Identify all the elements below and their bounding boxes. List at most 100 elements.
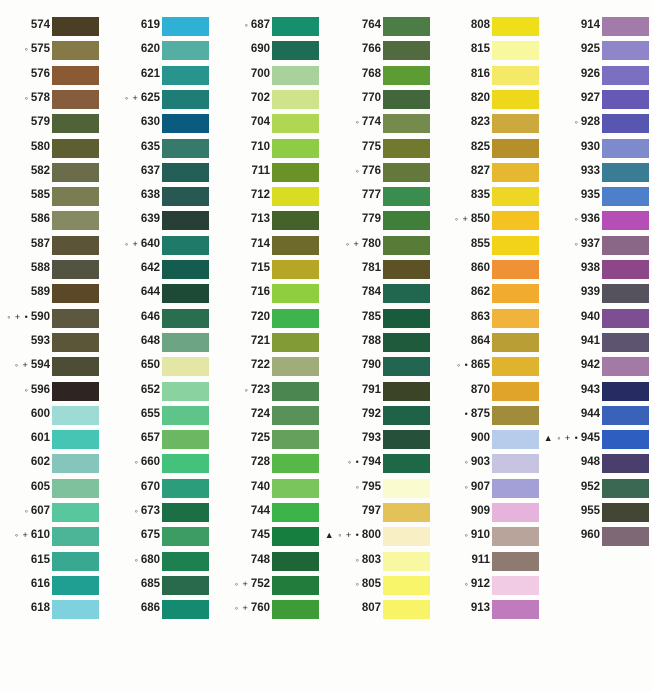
color-entry-928: ◦ 928 (552, 114, 652, 134)
availability-markers: ◦ + • (7, 311, 29, 322)
color-label: 939 (579, 286, 600, 298)
color-code: 770 (361, 91, 381, 104)
color-entry-578: ◦ 578 (2, 89, 112, 109)
availability-markers: ◦ (134, 506, 139, 516)
color-code: 900 (470, 432, 490, 445)
color-label: ◦ 936 (575, 213, 600, 225)
color-code: 680 (140, 553, 160, 566)
availability-markers: ◦ (355, 165, 360, 176)
color-code: 720 (250, 310, 270, 323)
color-swatch (272, 308, 319, 328)
color-label: 670 (139, 481, 160, 493)
color-label: 935 (579, 189, 600, 201)
color-swatch (383, 162, 430, 182)
color-code: 686 (140, 602, 160, 615)
color-label: 925 (579, 43, 600, 55)
color-code: 944 (580, 407, 600, 420)
color-swatch (162, 41, 209, 61)
color-label: ◦ 910 (465, 529, 490, 541)
color-entry-805: ◦ 805 (333, 575, 443, 595)
color-label: 580 (29, 141, 50, 153)
color-swatch (162, 575, 209, 595)
color-code: 593 (30, 334, 50, 347)
color-entry-637: 637 (112, 162, 222, 182)
color-swatch (492, 17, 539, 36)
color-code: 646 (140, 310, 160, 323)
color-entry-875: • 875 (442, 405, 552, 425)
color-label: 574 (29, 19, 50, 31)
color-code: 795 (361, 480, 381, 493)
color-label: ◦ • 794 (348, 456, 381, 468)
color-code: 644 (140, 286, 160, 299)
color-entry-823: 823 (442, 114, 552, 134)
color-entry-933: 933 (552, 162, 652, 182)
color-swatch (492, 65, 539, 85)
color-label: ◦ 805 (356, 578, 381, 590)
color-code: 589 (30, 286, 50, 299)
color-swatch (272, 284, 319, 304)
color-label: 711 (249, 165, 270, 177)
color-code: 912 (470, 577, 490, 590)
color-entry-952: 952 (552, 478, 652, 498)
color-code: 805 (361, 577, 381, 590)
color-swatch (492, 551, 539, 571)
color-label: ◦ 607 (25, 505, 50, 517)
availability-markers: ◦ (355, 117, 360, 128)
color-code: 940 (580, 310, 600, 323)
color-entry-955: 955 (552, 503, 652, 522)
color-code: 942 (580, 359, 600, 372)
color-entry-781: 781 (333, 260, 443, 279)
color-swatch (492, 187, 539, 207)
color-label: 715 (249, 262, 270, 274)
color-entry-574: 574 (2, 17, 112, 36)
color-entry-686: 686 (112, 600, 222, 620)
color-entry-930: 930 (552, 138, 652, 158)
color-swatch (52, 332, 99, 352)
color-entry-652: 652 (112, 381, 222, 401)
color-label: ◦ + • 590 (7, 311, 50, 323)
color-code: 586 (30, 213, 50, 226)
availability-markers: ◦ (24, 506, 29, 516)
color-label: 911 (469, 554, 490, 566)
availability-markers: ◦ + (14, 360, 29, 371)
color-code: 716 (250, 286, 270, 299)
color-label: 855 (469, 238, 490, 250)
color-code: 687 (250, 19, 270, 31)
availability-markers: ◦ + (14, 530, 29, 541)
availability-markers: ◦ (244, 384, 249, 395)
color-entry-942: 942 (552, 357, 652, 377)
color-label: ◦ +625 (125, 92, 160, 104)
availability-markers: ▲ ◦ + • (324, 530, 360, 541)
color-swatch (602, 89, 649, 109)
color-code: 745 (250, 529, 270, 542)
color-code: 594 (30, 359, 50, 372)
color-swatch (162, 211, 209, 231)
color-swatch (492, 454, 539, 474)
color-code: 601 (30, 432, 50, 445)
color-code: 807 (361, 602, 381, 615)
color-swatch (492, 357, 539, 377)
color-label: 722 (249, 359, 270, 371)
color-code: 875 (470, 407, 490, 420)
color-code: 766 (361, 43, 381, 56)
color-swatch (383, 308, 430, 328)
color-entry-808: 808 (442, 17, 552, 36)
color-code: 574 (30, 19, 50, 31)
color-entry-850: ◦ +850 (442, 211, 552, 231)
color-swatch (492, 162, 539, 182)
color-entry-935: 935 (552, 187, 652, 207)
color-swatch (272, 187, 319, 207)
color-entry-903: ◦ 903 (442, 454, 552, 474)
color-swatch (52, 308, 99, 328)
color-code: 725 (250, 432, 270, 445)
color-swatch (272, 600, 319, 620)
color-entry-937: ◦ 937 (552, 235, 652, 255)
color-entry-797: 797 (333, 503, 443, 522)
color-swatch (602, 405, 649, 425)
color-swatch (52, 478, 99, 498)
color-label: ◦ 673 (135, 505, 160, 517)
color-entry-777: 777 (333, 187, 443, 207)
color-label: 744 (249, 505, 270, 517)
color-entry-600: 600 (2, 405, 112, 425)
color-code: 790 (361, 359, 381, 372)
